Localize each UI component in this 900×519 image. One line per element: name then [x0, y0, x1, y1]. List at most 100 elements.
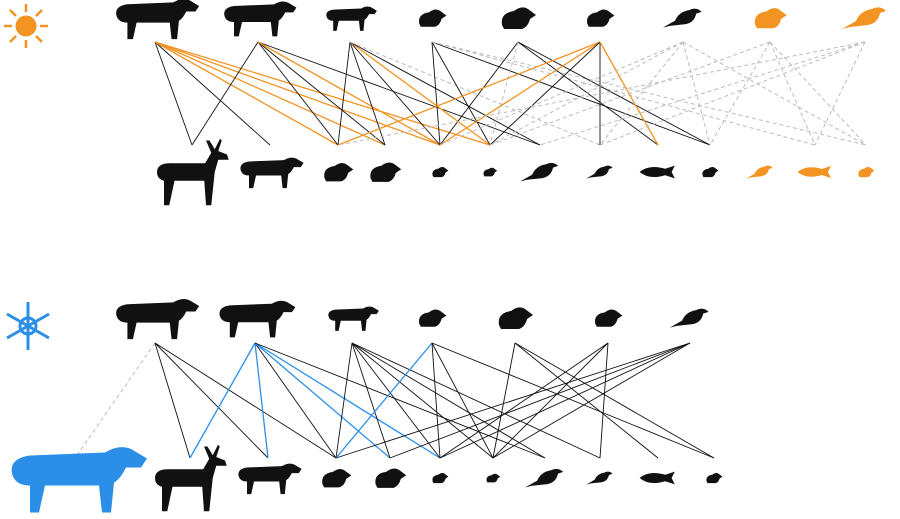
trophic-link	[439, 41, 601, 146]
animal-silhouette	[525, 468, 564, 488]
trophic-link	[74, 342, 156, 459]
trophic-link	[431, 342, 441, 459]
animal-silhouette	[483, 167, 498, 177]
trophic-link	[257, 41, 386, 146]
trophic-link	[492, 342, 516, 459]
links	[74, 41, 867, 459]
animal-silhouette	[669, 308, 709, 328]
trophic-link	[769, 41, 816, 146]
trophic-link	[682, 41, 711, 146]
trophic-link	[517, 41, 711, 146]
trophic-link	[514, 342, 715, 459]
animal-silhouette	[639, 165, 675, 179]
animal-silhouette	[116, 299, 200, 340]
animal-silhouette	[754, 8, 787, 29]
trophic-link	[337, 41, 866, 146]
animal-silhouette	[702, 167, 719, 178]
animal-silhouette	[432, 167, 449, 178]
animal-silhouette	[419, 9, 447, 27]
trophic-link	[254, 342, 546, 459]
animal-silhouette	[322, 468, 352, 488]
animal-silhouette	[224, 1, 297, 37]
trophic-link	[337, 41, 601, 146]
trophic-link	[335, 342, 433, 459]
trophic-link	[439, 342, 691, 459]
trophic-link	[254, 342, 391, 459]
trophic-link	[814, 41, 866, 146]
sun-icon	[4, 4, 48, 48]
trophic-link	[351, 342, 494, 459]
animal-silhouette	[326, 6, 377, 31]
animal-silhouette	[501, 7, 536, 29]
trophic-link	[257, 41, 541, 146]
trophic-link	[189, 342, 256, 459]
animal-silhouette	[586, 471, 613, 485]
trophic-link	[254, 342, 441, 459]
trophic-link	[489, 41, 519, 146]
trophic-link	[335, 342, 353, 459]
animal-silhouette	[586, 165, 613, 179]
trophic-link	[709, 41, 771, 146]
animal-silhouette	[486, 473, 501, 483]
trophic-link	[489, 41, 684, 146]
animal-silhouette	[797, 165, 831, 179]
animal-silhouette	[116, 0, 200, 40]
animal-silhouette	[746, 165, 773, 179]
trophic-link	[257, 41, 339, 146]
animal-silhouette	[662, 8, 702, 28]
trophic-link	[154, 41, 339, 146]
trophic-link	[489, 41, 771, 146]
trophic-link	[154, 41, 271, 146]
trophic-link	[599, 41, 866, 146]
animal-silhouette	[639, 471, 675, 485]
trophic-link	[154, 41, 491, 146]
trophic-link	[154, 342, 337, 459]
animal-silhouette	[498, 307, 533, 329]
snowflake-icon	[6, 302, 50, 350]
animal-silhouette	[842, 7, 886, 30]
trophic-link	[431, 41, 816, 146]
trophic-link	[349, 41, 601, 146]
animal-silhouette	[375, 468, 407, 488]
trophic-link	[769, 41, 867, 146]
trophic-link	[349, 41, 386, 146]
trophic-link	[154, 41, 193, 146]
trophic-link	[351, 342, 441, 459]
trophic-link	[517, 41, 659, 146]
trophic-link	[154, 41, 386, 146]
animal-silhouette	[595, 309, 623, 327]
trophic-link	[335, 342, 691, 459]
trophic-link	[254, 342, 337, 459]
trophic-link	[254, 342, 269, 459]
animal-silhouette	[324, 162, 354, 182]
animal-silhouette	[240, 157, 304, 189]
trophic-link	[431, 41, 711, 146]
trophic-link	[514, 342, 659, 459]
trophic-link	[439, 41, 684, 146]
animal-silhouette	[11, 447, 147, 513]
trophic-link	[431, 41, 867, 146]
trophic-link	[599, 41, 684, 146]
trophic-link	[154, 342, 269, 459]
animal-silhouette	[706, 473, 723, 484]
trophic-link	[431, 342, 715, 459]
trophic-link	[492, 342, 609, 459]
trophic-link	[351, 342, 601, 459]
trophic-link	[349, 41, 441, 146]
trophic-link	[351, 342, 546, 459]
animal-silhouette	[432, 473, 449, 484]
trophic-link	[351, 342, 391, 459]
trophic-link	[439, 41, 519, 146]
trophic-link	[492, 342, 691, 459]
animal-silhouette	[157, 138, 229, 206]
trophic-link	[389, 342, 691, 459]
animal-silhouette	[520, 162, 559, 182]
trophic-link	[439, 342, 609, 459]
animal-silhouette	[587, 9, 615, 27]
animal-silhouette	[155, 444, 227, 512]
animal-silhouette	[858, 167, 875, 178]
trophic-link	[337, 41, 351, 146]
trophic-link	[489, 41, 601, 146]
animal-silhouette	[328, 306, 379, 331]
